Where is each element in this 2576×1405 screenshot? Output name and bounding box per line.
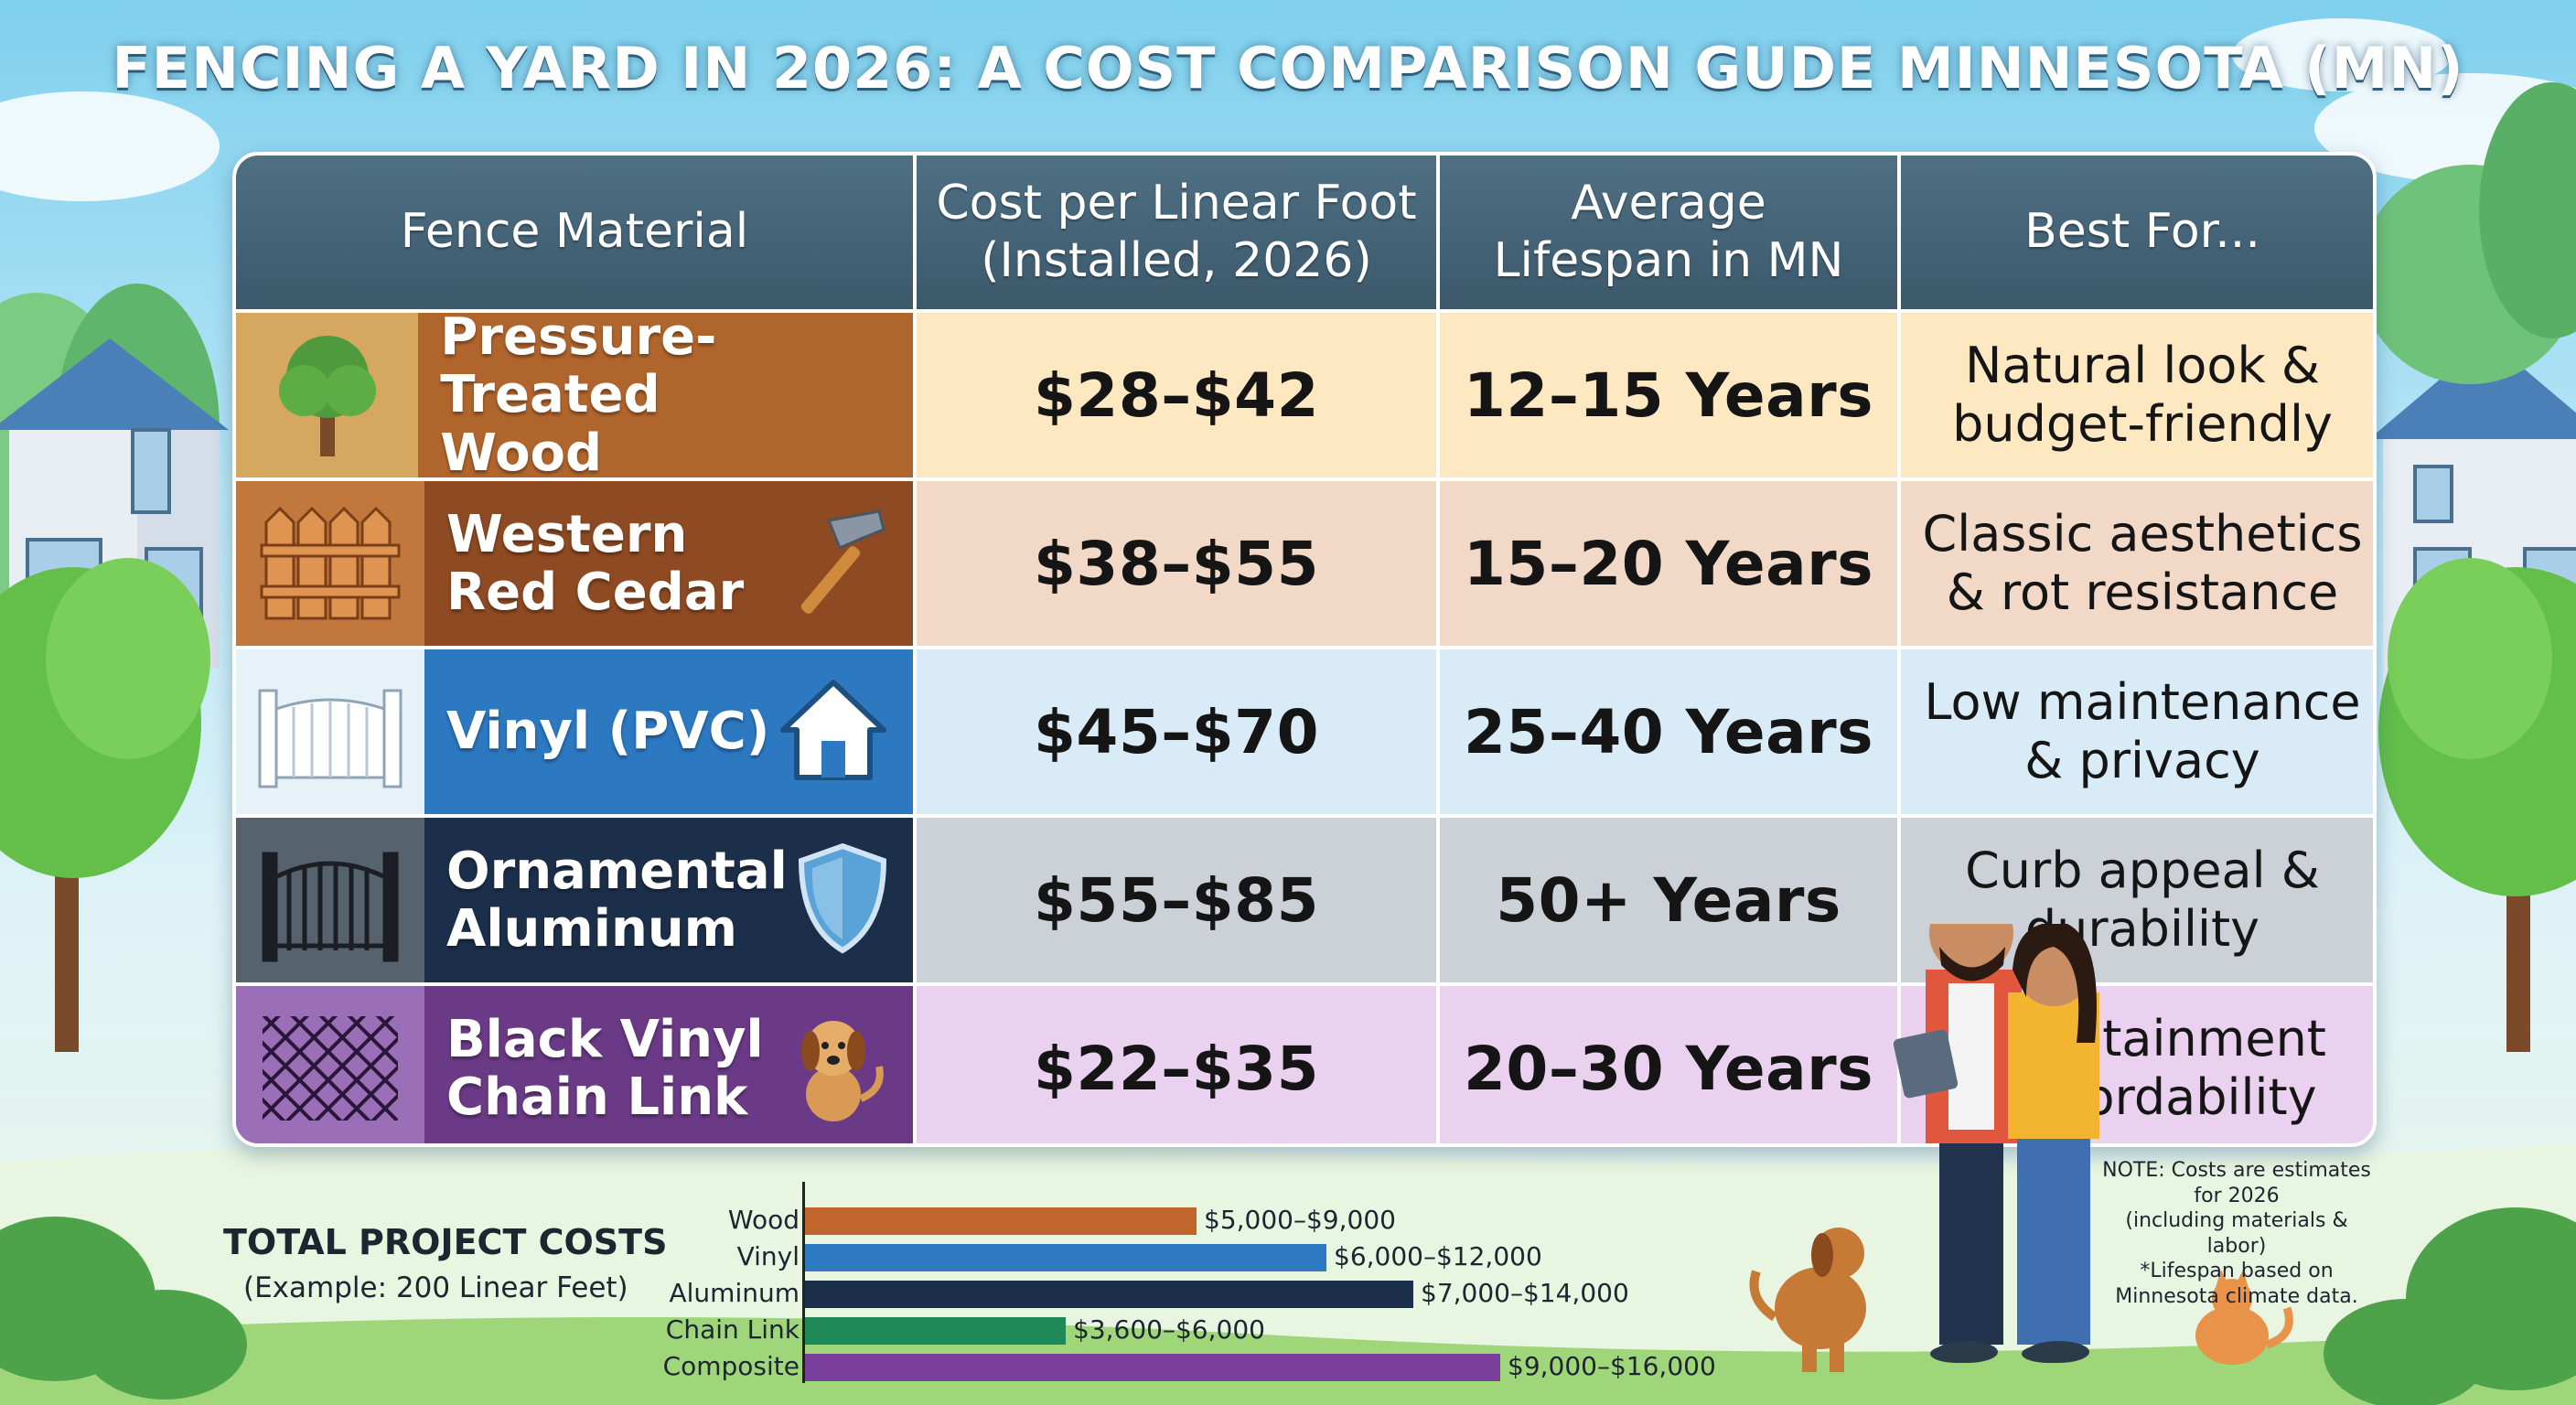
house-icon	[774, 675, 893, 788]
bar-row: Vinyl $6,000–$12,000	[640, 1240, 1738, 1273]
total-costs-bar-chart: Wood $5,000–$9,000 Vinyl $6,000–$12,000 Alum…	[640, 1185, 1738, 1387]
material-label: Black Vinyl Chain Link	[446, 1009, 764, 1127]
bar-category-label: Aluminum	[669, 1278, 800, 1308]
best-for-cell: Natural look & budget-friendly	[1901, 313, 2373, 477]
lifespan-cell: 15–20 Years	[1440, 481, 1897, 646]
bar-vinyl	[805, 1244, 1326, 1271]
cost-cell: $28–$42	[917, 313, 1436, 477]
tree-right	[2378, 558, 2576, 1052]
bar-category-label: Composite	[662, 1351, 800, 1381]
total-costs-title: TOTAL PROJECT COSTS	[223, 1222, 668, 1262]
header-best-for: Best For...	[1901, 156, 2373, 309]
dog-icon	[783, 1007, 893, 1130]
bar-value-label: $6,000–$12,000	[1334, 1241, 1542, 1271]
material-label: Pressure-Treated Wood	[440, 307, 717, 483]
table-row-material: Western Red Cedar	[236, 481, 913, 646]
bar-value-label: $3,600–$6,000	[1073, 1314, 1265, 1345]
hammer-icon	[774, 502, 893, 625]
lifespan-cell: 20–30 Years	[1440, 986, 1897, 1143]
material-label: Ornamental Aluminum	[446, 841, 788, 959]
header-cost-per-foot: Cost per Linear Foot (Installed, 2026)	[917, 156, 1436, 309]
bar-wood	[805, 1207, 1197, 1235]
bar-row: Chain Link $3,600–$6,000	[640, 1314, 1738, 1346]
bar-row: Composite $9,000–$16,000	[640, 1350, 1738, 1383]
page-title: FENCING A YARD IN 2026: A COST COMPARISO…	[112, 35, 2464, 102]
bar-value-label: $7,000–$14,000	[1421, 1278, 1629, 1308]
bar-value-label: $5,000–$9,000	[1204, 1205, 1396, 1235]
bar-category-label: Vinyl	[736, 1241, 800, 1271]
table-row-material: Vinyl (PVC)	[236, 649, 913, 814]
vinyl-fence-icon	[236, 649, 424, 814]
tree-icon	[236, 313, 419, 477]
cost-comparison-table: Fence Material Cost per Linear Foot (Ins…	[232, 152, 2377, 1147]
bar-chain-link	[805, 1317, 1066, 1345]
table-row-material: Pressure-Treated Wood	[236, 308, 913, 482]
bar-value-label: $9,000–$16,000	[1508, 1351, 1716, 1381]
table-row-material: Black Vinyl Chain Link	[236, 986, 913, 1143]
cost-cell: $45–$70	[917, 649, 1436, 814]
couple-foreground	[1893, 924, 2099, 1363]
wood-fence-icon	[236, 481, 424, 646]
chain-link-icon	[236, 986, 424, 1143]
bar-category-label: Chain Link	[665, 1314, 800, 1345]
cost-cell: $55–$85	[917, 818, 1436, 982]
iron-gate-icon	[236, 818, 424, 982]
tree-left	[0, 558, 210, 1052]
bar-row: Aluminum $7,000–$14,000	[640, 1277, 1738, 1310]
lifespan-cell: 25–40 Years	[1440, 649, 1897, 814]
material-label: Western Red Cedar	[446, 504, 745, 622]
header-lifespan: Average Lifespan in MN	[1440, 156, 1897, 309]
material-label: Vinyl (PVC)	[446, 702, 770, 762]
lifespan-cell: 50+ Years	[1440, 818, 1897, 982]
table-row-material: Ornamental Aluminum	[236, 818, 913, 982]
bar-category-label: Wood	[727, 1205, 800, 1235]
total-costs-subtitle: (Example: 200 Linear Feet)	[243, 1271, 628, 1304]
bar-chart-axis	[802, 1182, 805, 1383]
cat-illustration	[2195, 1270, 2293, 1365]
bar-composite	[805, 1354, 1500, 1381]
best-for-cell: Classic aesthetics & rot resistance	[1901, 481, 2373, 646]
lifespan-cell: 12–15 Years	[1440, 313, 1897, 477]
footnote: NOTE: Costs are estimates for 2026 (incl…	[2102, 1159, 2371, 1308]
bar-row: Wood $5,000–$9,000	[640, 1204, 1738, 1237]
best-for-cell: Low maintenance & privacy	[1901, 649, 2373, 814]
header-fence-material: Fence Material	[236, 156, 913, 309]
shield-icon	[792, 839, 893, 961]
bar-aluminum	[805, 1281, 1413, 1308]
cost-cell: $38–$55	[917, 481, 1436, 646]
cost-cell: $22–$35	[917, 986, 1436, 1143]
dog-illustration	[1749, 1228, 1866, 1372]
